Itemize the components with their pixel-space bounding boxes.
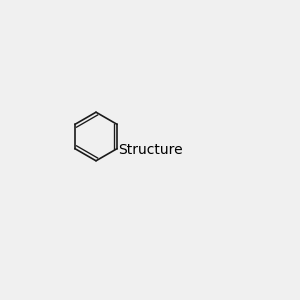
- Text: Structure: Structure: [118, 143, 182, 157]
